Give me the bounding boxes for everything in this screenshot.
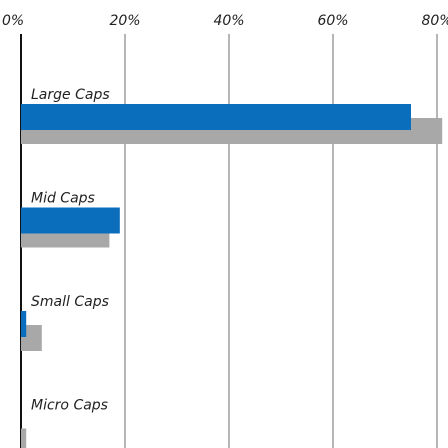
bar-series-2 [21,428,27,448]
x-tick-label: 20% [109,13,140,29]
x-tick-label: 0% [2,13,24,29]
category-label: Large Caps [31,87,110,103]
category-label: Micro Caps [31,398,108,414]
category-label: Mid Caps [31,191,95,207]
bar-series-1 [21,311,27,337]
x-tick-label: 80% [421,13,448,29]
bar-series-1 [21,207,120,234]
x-tick-label: 40% [213,13,244,29]
category-label: Small Caps [31,294,109,310]
x-tick-label: 60% [317,13,348,29]
bar-series-1 [21,104,411,130]
